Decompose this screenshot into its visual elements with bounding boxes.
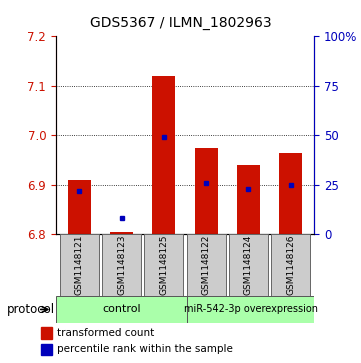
Bar (271, 234, 310, 296)
Text: GSM1148123: GSM1148123 (117, 235, 126, 295)
Bar (68, 180, 91, 234)
Bar (60, 234, 99, 296)
Bar (110, 232, 133, 234)
Bar (152, 76, 175, 234)
Bar (41, 343, 52, 355)
Bar (102, 234, 141, 296)
Bar (229, 234, 268, 296)
Bar (237, 165, 260, 234)
Bar (195, 148, 218, 234)
Bar (56, 296, 187, 323)
Text: GDS5367 / ILMN_1802963: GDS5367 / ILMN_1802963 (90, 16, 271, 30)
Text: miR-542-3p overexpression: miR-542-3p overexpression (184, 305, 318, 314)
Bar (41, 327, 52, 339)
Text: GSM1148124: GSM1148124 (244, 235, 253, 295)
Bar (187, 234, 226, 296)
Bar (144, 234, 183, 296)
Bar (187, 296, 314, 323)
Text: protocol: protocol (7, 303, 55, 316)
Text: GSM1148126: GSM1148126 (286, 235, 295, 295)
Text: GSM1148122: GSM1148122 (202, 235, 211, 295)
Text: GSM1148125: GSM1148125 (159, 235, 168, 295)
Text: GSM1148121: GSM1148121 (75, 235, 84, 295)
Text: transformed count: transformed count (57, 328, 155, 338)
Bar (279, 152, 303, 234)
Text: control: control (102, 305, 141, 314)
Text: percentile rank within the sample: percentile rank within the sample (57, 344, 233, 354)
